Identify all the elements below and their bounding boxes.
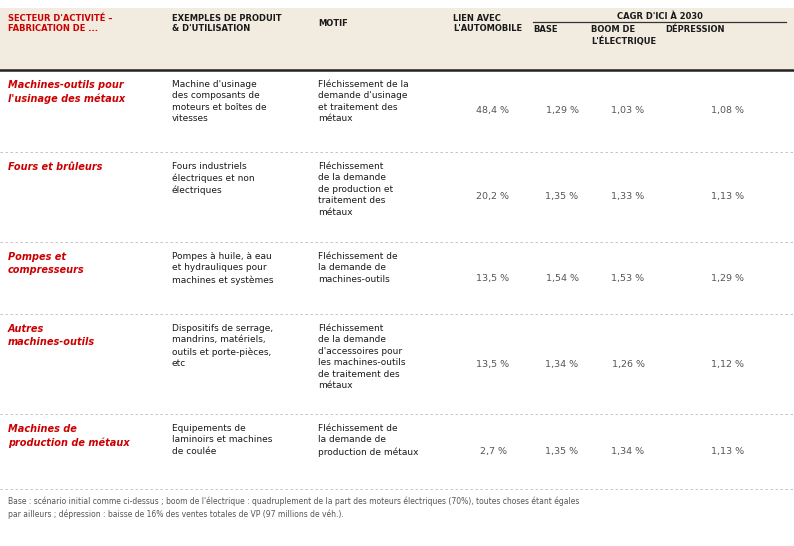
Text: Pompes et
compresseurs: Pompes et compresseurs [8, 252, 85, 275]
Text: Machine d'usinage
des composants de
moteurs et boîtes de
vitesses: Machine d'usinage des composants de mote… [172, 80, 267, 123]
Text: 1,26 %: 1,26 % [611, 359, 645, 369]
Text: Autres
machines-outils: Autres machines-outils [8, 324, 95, 347]
Text: 1,29 %: 1,29 % [711, 274, 744, 282]
Text: 1,13 %: 1,13 % [711, 193, 744, 201]
Text: 20,2 %: 20,2 % [476, 193, 510, 201]
Text: Fours industriels
électriques et non
électriques: Fours industriels électriques et non éle… [172, 162, 255, 195]
Text: 1,35 %: 1,35 % [545, 193, 579, 201]
Text: 48,4 %: 48,4 % [476, 106, 510, 116]
Text: Dispositifs de serrage,
mandrins, matériels,
outils et porte-pièces,
etc: Dispositifs de serrage, mandrins, matéri… [172, 324, 273, 368]
Text: Equipements de
laminoirs et machines
de coulée: Equipements de laminoirs et machines de … [172, 424, 272, 456]
Text: Fléchissement
de la demande
de production et
traitement des
métaux: Fléchissement de la demande de productio… [318, 162, 393, 217]
Text: LIEN AVEC: LIEN AVEC [453, 14, 501, 23]
Text: 1,54 %: 1,54 % [545, 274, 579, 282]
Text: 1,08 %: 1,08 % [711, 106, 744, 116]
Text: 1,34 %: 1,34 % [545, 359, 579, 369]
Text: & D'UTILISATION: & D'UTILISATION [172, 24, 250, 33]
Text: Base : scénario initial comme ci-dessus ; boom de l'électrique : quadruplement d: Base : scénario initial comme ci-dessus … [8, 497, 580, 519]
Text: 1,13 %: 1,13 % [711, 447, 744, 456]
Text: Fléchissement de
la demande de
production de métaux: Fléchissement de la demande de productio… [318, 424, 418, 456]
Text: 1,35 %: 1,35 % [545, 447, 579, 456]
Text: 1,34 %: 1,34 % [611, 447, 645, 456]
Text: 1,53 %: 1,53 % [611, 274, 645, 282]
Text: 13,5 %: 13,5 % [476, 274, 510, 282]
Text: 1,29 %: 1,29 % [545, 106, 579, 116]
Text: 1,33 %: 1,33 % [611, 193, 645, 201]
Text: 1,12 %: 1,12 % [711, 359, 744, 369]
Text: Machines de
production de métaux: Machines de production de métaux [8, 424, 129, 448]
Text: 1,03 %: 1,03 % [611, 106, 645, 116]
Text: DÉPRESSION: DÉPRESSION [665, 25, 724, 34]
Text: EXEMPLES DE PRODUIT: EXEMPLES DE PRODUIT [172, 14, 282, 23]
Text: Fours et brûleurs: Fours et brûleurs [8, 162, 102, 172]
Text: L'AUTOMOBILE: L'AUTOMOBILE [453, 24, 522, 33]
Text: 13,5 %: 13,5 % [476, 359, 510, 369]
Text: SECTEUR D'ACTIVITÉ –: SECTEUR D'ACTIVITÉ – [8, 14, 113, 23]
Text: 2,7 %: 2,7 % [480, 447, 507, 456]
Text: CAGR D'ICI À 2030: CAGR D'ICI À 2030 [617, 12, 703, 21]
Text: MOTIF: MOTIF [318, 19, 348, 28]
Text: BOOM DE
L'ÉLECTRIQUE: BOOM DE L'ÉLECTRIQUE [591, 25, 656, 46]
Text: Fléchissement de
la demande de
machines-outils: Fléchissement de la demande de machines-… [318, 252, 398, 284]
Text: Pompes à huile, à eau
et hydrauliques pour
machines et systèmes: Pompes à huile, à eau et hydrauliques po… [172, 252, 273, 284]
Text: Fléchissement
de la demande
d'accessoires pour
les machines-outils
de traitement: Fléchissement de la demande d'accessoire… [318, 324, 406, 390]
Text: BASE: BASE [533, 25, 557, 34]
Text: Machines-outils pour
l'usinage des métaux: Machines-outils pour l'usinage des métau… [8, 80, 125, 104]
Text: FABRICATION DE ...: FABRICATION DE ... [8, 24, 98, 33]
Text: Fléchissement de la
demande d'usinage
et traitement des
métaux: Fléchissement de la demande d'usinage et… [318, 80, 409, 123]
Bar [0, 8, 794, 70]
